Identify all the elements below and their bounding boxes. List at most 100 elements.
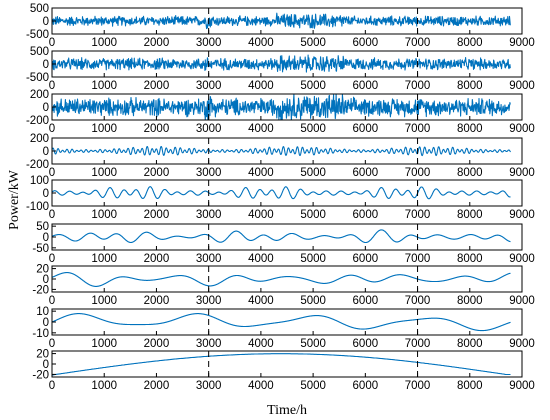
x-tick-label: 7000 bbox=[405, 80, 431, 92]
y-axis-title: Power/kW bbox=[7, 169, 22, 230]
x-tick-label: 6000 bbox=[353, 80, 379, 92]
y-tick-label: 0 bbox=[43, 102, 49, 114]
y-tick-label: 500 bbox=[30, 3, 49, 15]
y-tick-label: -10 bbox=[32, 328, 49, 340]
x-tick-label: 0 bbox=[49, 253, 55, 265]
x-tick-label: 9000 bbox=[509, 338, 535, 350]
x-tick-label: 9000 bbox=[509, 123, 535, 135]
x-tick-label: 5000 bbox=[300, 80, 326, 92]
x-tick-label: 4000 bbox=[248, 380, 274, 392]
x-tick-label: 3000 bbox=[196, 167, 222, 179]
x-tick-label: 3000 bbox=[196, 253, 222, 265]
y-tick-label: -100 bbox=[26, 201, 49, 213]
series-line-7 bbox=[52, 272, 511, 287]
x-tick-label: 5000 bbox=[300, 295, 326, 307]
y-tick-label: 200 bbox=[30, 89, 49, 101]
x-tick-label: 8000 bbox=[457, 295, 483, 307]
x-tick-label: 0 bbox=[49, 380, 55, 392]
x-tick-label: 6000 bbox=[353, 253, 379, 265]
x-tick-label: 8000 bbox=[457, 167, 483, 179]
x-tick-label: 9000 bbox=[509, 380, 535, 392]
x-tick-label: 0 bbox=[49, 167, 55, 179]
x-tick-label: 2000 bbox=[144, 37, 170, 49]
subplot-5: 1000-1000 1000 2000 3000 4000 5000 6000 7000 800… bbox=[26, 175, 535, 221]
x-tick-label: 2000 bbox=[144, 295, 170, 307]
x-tick-label: 1000 bbox=[91, 295, 117, 307]
x-tick-label: 7000 bbox=[405, 295, 431, 307]
subplot-8: 100-100 1000 2000 3000 4000 5000 6000 7000 8000 9… bbox=[32, 306, 534, 350]
x-tick-label: 3000 bbox=[196, 123, 222, 135]
x-tick-label: 4000 bbox=[248, 80, 274, 92]
x-tick-label: 8000 bbox=[457, 253, 483, 265]
x-tick-label: 5000 bbox=[300, 380, 326, 392]
x-tick-label: 4000 bbox=[248, 167, 274, 179]
x-tick-label: 6000 bbox=[353, 380, 379, 392]
x-tick-label: 9000 bbox=[509, 80, 535, 92]
y-tick-label: -500 bbox=[26, 72, 49, 84]
y-tick-label: 10 bbox=[36, 306, 49, 318]
x-tick-label: 3000 bbox=[196, 380, 222, 392]
y-tick-label: 0 bbox=[43, 359, 49, 371]
x-tick-label: 7000 bbox=[405, 380, 431, 392]
x-tick-label: 4000 bbox=[248, 253, 274, 265]
x-tick-label: 1000 bbox=[91, 338, 117, 350]
y-tick-label: 0 bbox=[43, 146, 49, 158]
subplot-7: 200-200 1000 2000 3000 4000 5000 6000 7000 8000 9… bbox=[32, 264, 534, 307]
series-line-8 bbox=[52, 313, 511, 332]
x-tick-label: 7000 bbox=[405, 123, 431, 135]
series-line-6 bbox=[52, 229, 511, 244]
x-tick-label: 6000 bbox=[353, 295, 379, 307]
x-tick-label: 9000 bbox=[509, 167, 535, 179]
x-tick-label: 8000 bbox=[457, 80, 483, 92]
x-tick-label: 4000 bbox=[248, 338, 274, 350]
y-tick-label: -200 bbox=[26, 159, 49, 171]
x-tick-label: 2000 bbox=[144, 123, 170, 135]
x-tick-label: 9000 bbox=[509, 295, 535, 307]
x-tick-label: 1000 bbox=[91, 37, 117, 49]
x-tick-label: 4000 bbox=[248, 295, 274, 307]
x-tick-label: 7000 bbox=[405, 209, 431, 221]
plot-frame-8 bbox=[51, 308, 523, 336]
y-tick-label: 50 bbox=[36, 221, 49, 233]
x-tick-label: 5000 bbox=[300, 123, 326, 135]
x-tick-label: 0 bbox=[49, 123, 55, 135]
subplot-9: 200-200 1000 2000 3000 4000 5000 6000 7000 8000 9… bbox=[32, 349, 534, 392]
x-tick-label: 6000 bbox=[353, 338, 379, 350]
plot-frame-9 bbox=[51, 350, 523, 378]
x-tick-label: 5000 bbox=[300, 167, 326, 179]
y-tick-label: 0 bbox=[43, 59, 49, 71]
series-line-4 bbox=[52, 145, 511, 157]
y-tick-label: 0 bbox=[43, 232, 49, 244]
x-tick-label: 6000 bbox=[353, 167, 379, 179]
x-tick-label: 7000 bbox=[405, 167, 431, 179]
subplot-1: 5000-5000 1000 2000 3000 4000 5000 6000 7000 800… bbox=[26, 3, 535, 49]
x-tick-label: 2000 bbox=[144, 209, 170, 221]
y-tick-label: 0 bbox=[43, 274, 49, 286]
x-tick-label: 2000 bbox=[144, 253, 170, 265]
y-tick-label: -20 bbox=[32, 369, 49, 381]
x-tick-label: 0 bbox=[49, 295, 55, 307]
x-tick-label: 6000 bbox=[353, 209, 379, 221]
subplot-6: 500-500 1000 2000 3000 4000 5000 6000 7000 8000 9… bbox=[32, 221, 534, 265]
x-tick-label: 7000 bbox=[405, 338, 431, 350]
x-axis-title: Time/h bbox=[267, 403, 307, 418]
y-tick-label: 0 bbox=[43, 317, 49, 329]
x-tick-label: 8000 bbox=[457, 338, 483, 350]
series-line-1 bbox=[52, 12, 511, 30]
subplot-2: 5000-5000 1000 2000 3000 4000 5000 6000 7000 800… bbox=[26, 46, 535, 92]
y-tick-label: 100 bbox=[30, 175, 49, 187]
x-tick-label: 9000 bbox=[509, 209, 535, 221]
x-tick-label: 6000 bbox=[353, 123, 379, 135]
series-line-3 bbox=[52, 94, 511, 120]
y-tick-label: 20 bbox=[36, 349, 49, 361]
x-tick-label: 0 bbox=[49, 37, 55, 49]
series-line-2 bbox=[52, 54, 511, 73]
x-tick-label: 5000 bbox=[300, 209, 326, 221]
x-tick-label: 8000 bbox=[457, 209, 483, 221]
x-tick-label: 3000 bbox=[196, 80, 222, 92]
x-tick-label: 0 bbox=[49, 338, 55, 350]
x-tick-label: 4000 bbox=[248, 209, 274, 221]
x-tick-label: 5000 bbox=[300, 37, 326, 49]
x-tick-label: 8000 bbox=[457, 37, 483, 49]
